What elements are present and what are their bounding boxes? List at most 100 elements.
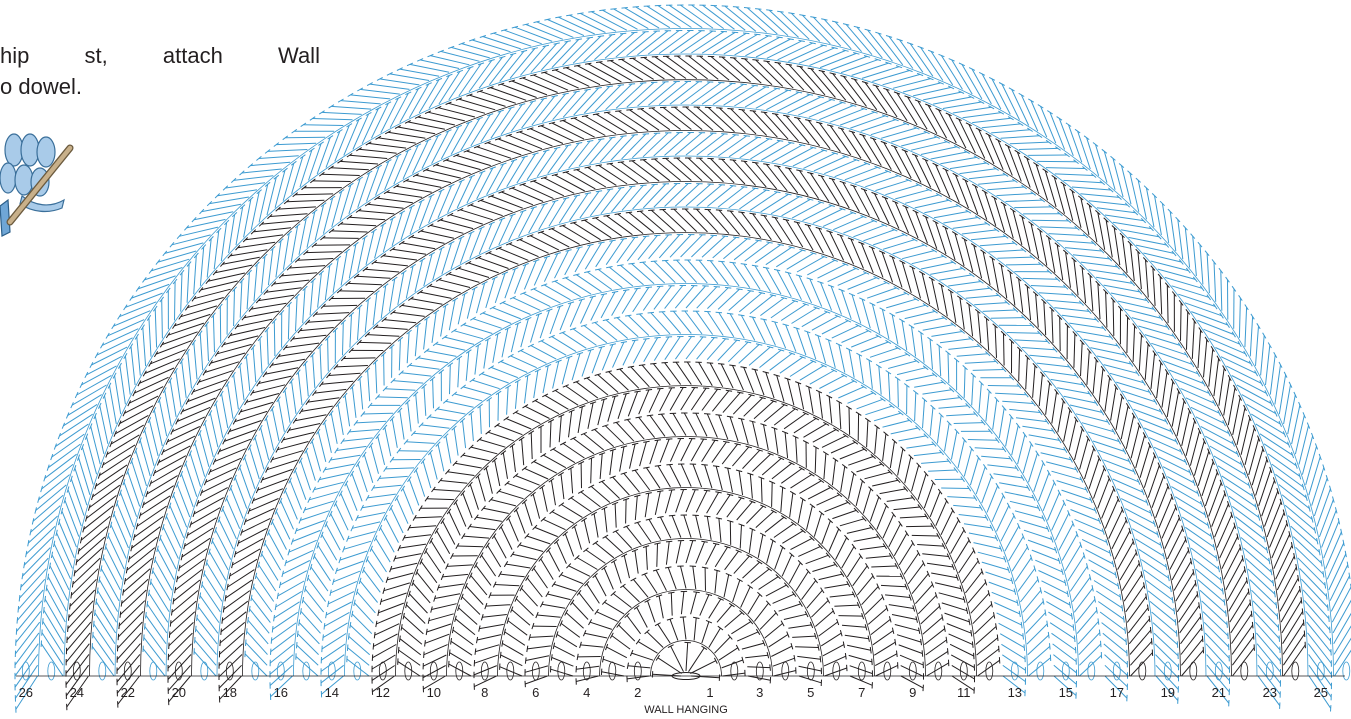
- stitch-post: [964, 361, 996, 364]
- turning-chain: [1265, 661, 1274, 681]
- stitch-post: [628, 212, 655, 234]
- stitch-post: [541, 340, 567, 356]
- stitch-top: [159, 534, 162, 542]
- stitch-row-22: [116, 106, 1255, 708]
- stitch-post: [838, 386, 865, 399]
- stitch-top: [499, 651, 502, 659]
- stitch-top: [558, 471, 564, 477]
- stitch-post: [569, 299, 583, 327]
- stitch-post: [562, 332, 587, 349]
- instruction-line-2: o dowel.: [0, 74, 82, 99]
- stitch-top: [1236, 533, 1239, 540]
- stitch-post: [249, 447, 260, 480]
- stitch-post: [1232, 397, 1241, 435]
- stitch-top: [558, 414, 565, 418]
- stitch-top: [598, 479, 605, 484]
- stitch-top: [117, 362, 122, 369]
- stitch-post: [764, 623, 783, 639]
- stitch-top: [551, 279, 559, 283]
- stitch-top: [301, 596, 305, 604]
- stitch-top: [1028, 98, 1035, 103]
- stitch-top: [1198, 602, 1201, 609]
- stitch-post: [900, 665, 924, 677]
- stitch-post: [223, 590, 251, 610]
- stitch-top: [1261, 445, 1265, 453]
- stitch-top: [856, 602, 861, 609]
- stitch-top: [936, 343, 943, 349]
- stitch-top: [740, 186, 748, 188]
- stitch-post: [953, 422, 984, 424]
- stitch-top: [773, 374, 780, 377]
- stitch-post: [547, 549, 561, 572]
- stitch-post: [1104, 654, 1128, 676]
- stitch-post: [438, 279, 471, 288]
- stitch-top: [913, 297, 920, 302]
- stitch-post: [139, 440, 151, 477]
- stitch-post: [154, 559, 173, 591]
- stitch-top: [921, 397, 928, 403]
- stitch-top: [1042, 598, 1045, 605]
- stitch-row-13: [346, 336, 1026, 697]
- stitch-top: [809, 503, 816, 509]
- stitch-post: [1206, 253, 1210, 294]
- stitch-top: [1111, 560, 1115, 568]
- stitch-top: [901, 232, 908, 237]
- stitch-top: [348, 312, 355, 318]
- stitch-post: [1001, 643, 1026, 660]
- stitch-post: [1226, 365, 1262, 384]
- stitch-post: [154, 455, 187, 474]
- stitch-top: [989, 473, 994, 480]
- stitch-post: [524, 405, 550, 419]
- stitch-post: [645, 546, 648, 570]
- stitch-post: [525, 655, 550, 661]
- stitch-post: [717, 339, 738, 361]
- stitch-top: [1174, 504, 1178, 511]
- stitch-post: [271, 521, 287, 550]
- stitch-post: [470, 575, 488, 596]
- stitch-top: [488, 496, 494, 503]
- stitch-post: [541, 41, 569, 71]
- stitch-post: [988, 581, 1016, 593]
- stitch-top: [853, 158, 860, 162]
- stitch-top: [278, 238, 284, 244]
- stitch-top: [388, 504, 394, 511]
- turning-chain: [174, 661, 183, 681]
- stitch-post: [766, 40, 802, 59]
- stitch-post: [428, 75, 450, 109]
- stitch-top: [247, 444, 252, 451]
- stitch-top: [1041, 298, 1047, 304]
- stitch-top: [548, 227, 555, 231]
- stitch-top: [879, 397, 886, 402]
- stitch-top: [390, 378, 396, 384]
- stitch-post: [281, 272, 318, 277]
- stitch-top: [941, 315, 948, 321]
- stitch-top: [869, 302, 876, 306]
- stitch-post: [1113, 227, 1121, 266]
- stitch-post: [270, 675, 293, 698]
- stitch-top: [1194, 580, 1197, 587]
- stitch-top: [332, 327, 338, 333]
- stitch-post: [910, 141, 948, 151]
- stitch-top: [916, 462, 922, 468]
- stitch-post: [874, 193, 890, 225]
- stitch-post: [97, 590, 117, 623]
- stitch-post: [929, 407, 934, 436]
- stitch-post: [629, 443, 636, 469]
- stitch-top: [485, 251, 492, 255]
- stitch-top: [584, 166, 591, 169]
- stitch-top: [1143, 582, 1146, 589]
- stitch-top: [922, 214, 929, 219]
- stitch-top: [1124, 517, 1128, 524]
- stitch-post: [339, 184, 352, 221]
- yarn-stitches-icon: [0, 133, 65, 237]
- stitch-post: [722, 392, 741, 413]
- stitch-post: [327, 591, 355, 605]
- stitch-top: [564, 40, 571, 43]
- stitch-top: [461, 291, 468, 296]
- stitch-post: [840, 466, 846, 492]
- stitch-post: [1301, 578, 1329, 608]
- stitch-top: [427, 449, 433, 456]
- stitch-top: [978, 504, 983, 511]
- stitch-top: [592, 113, 600, 116]
- stitch-post: [143, 485, 174, 506]
